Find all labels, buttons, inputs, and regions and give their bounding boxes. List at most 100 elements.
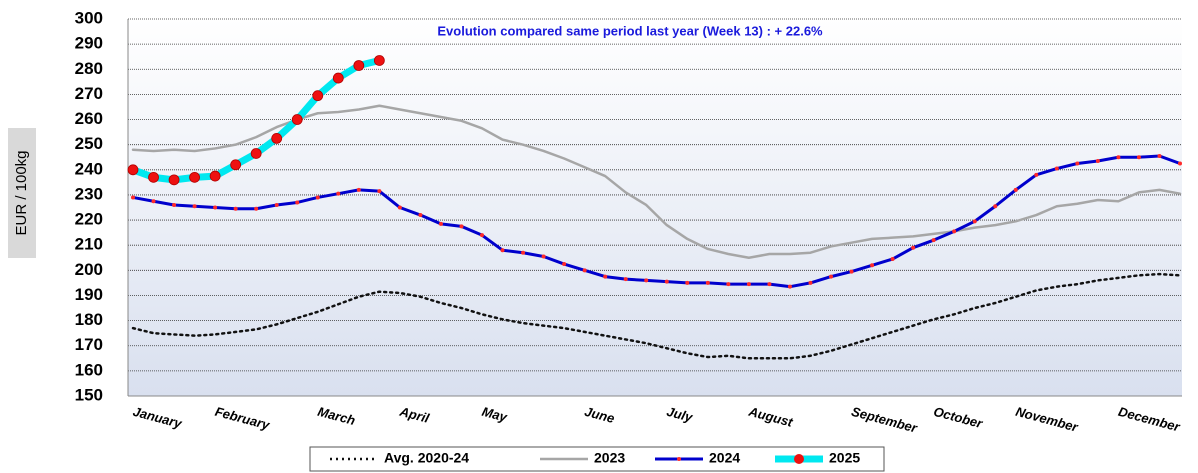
y-tick-label: 300 xyxy=(75,8,103,27)
y-tick-label: 160 xyxy=(75,360,103,379)
marker xyxy=(972,219,977,224)
marker xyxy=(131,195,135,200)
y-tick-label: 240 xyxy=(75,159,103,178)
series-line xyxy=(131,104,1182,260)
marker xyxy=(726,282,731,287)
y-tick-label: 270 xyxy=(75,84,103,103)
marker xyxy=(189,171,200,183)
marker xyxy=(271,132,283,144)
marker xyxy=(356,187,361,192)
legend-marker xyxy=(794,454,804,464)
marker xyxy=(254,206,259,211)
legend-label: 2023 xyxy=(594,450,625,466)
marker xyxy=(1075,161,1080,166)
marker xyxy=(459,224,464,229)
y-tick-label: 190 xyxy=(75,285,103,304)
x-tick-label: September xyxy=(850,404,920,436)
legend-marker xyxy=(677,457,681,461)
annotation: Evolution compared same period last year… xyxy=(437,23,823,38)
marker xyxy=(685,280,690,285)
marker xyxy=(151,199,156,204)
marker xyxy=(250,148,262,159)
marker xyxy=(480,233,484,238)
marker xyxy=(1116,155,1121,160)
marker xyxy=(295,200,300,205)
marker xyxy=(562,262,567,267)
y-tick-label: 260 xyxy=(75,109,103,128)
marker xyxy=(1054,166,1059,171)
marker xyxy=(664,279,669,284)
marker xyxy=(336,191,341,196)
x-tick-label: April xyxy=(397,403,431,426)
marker xyxy=(332,72,344,84)
x-tick-label: February xyxy=(213,404,271,433)
marker xyxy=(230,159,242,171)
marker xyxy=(192,204,197,209)
marker xyxy=(993,204,998,209)
marker xyxy=(397,205,402,210)
marker xyxy=(746,282,751,287)
marker xyxy=(274,202,279,207)
marker xyxy=(705,280,710,285)
marker xyxy=(808,280,813,285)
marker xyxy=(209,170,221,182)
x-tick-label: June xyxy=(583,404,616,426)
marker xyxy=(541,254,546,259)
x-tick-label: December xyxy=(1117,404,1183,435)
marker xyxy=(500,248,505,253)
y-axis-label: EUR / 100kg xyxy=(13,150,30,235)
marker xyxy=(127,164,139,176)
marker xyxy=(1178,161,1182,166)
y-tick-label: 220 xyxy=(75,210,103,229)
plot-area xyxy=(128,19,1182,396)
y-tick-label: 280 xyxy=(75,59,103,78)
marker xyxy=(952,229,957,234)
marker xyxy=(623,277,628,282)
y-tick-label: 170 xyxy=(75,335,103,354)
x-tick-label: January xyxy=(131,404,184,432)
marker xyxy=(787,284,792,289)
marker xyxy=(829,274,833,279)
y-tick-label: 230 xyxy=(75,184,103,203)
legend-label: 2025 xyxy=(829,450,860,466)
marker xyxy=(315,195,320,200)
y-tick-label: 210 xyxy=(75,235,103,254)
marker xyxy=(767,282,772,287)
marker xyxy=(1157,153,1162,158)
marker xyxy=(582,268,587,273)
marker xyxy=(172,202,177,207)
x-tick-label: November xyxy=(1014,404,1080,435)
marker xyxy=(644,278,649,283)
marker xyxy=(1034,172,1039,177)
marker xyxy=(931,238,936,243)
x-tick-label: October xyxy=(932,404,985,432)
marker xyxy=(373,55,385,66)
marker xyxy=(1013,187,1018,192)
marker xyxy=(1095,159,1100,164)
marker xyxy=(213,205,218,210)
marker xyxy=(849,269,854,274)
marker xyxy=(233,206,238,211)
x-tick-label: August xyxy=(746,403,795,430)
marker xyxy=(870,263,875,268)
marker xyxy=(377,189,382,194)
x-tick-label: May xyxy=(480,404,509,425)
marker xyxy=(312,90,324,102)
series-line xyxy=(131,272,1182,360)
marker xyxy=(521,250,526,255)
marker xyxy=(148,171,159,183)
y-tick-label: 290 xyxy=(75,34,103,53)
marker xyxy=(1136,155,1141,160)
marker xyxy=(418,213,423,218)
series-line xyxy=(131,154,1182,289)
x-tick-label: July xyxy=(665,404,695,425)
marker xyxy=(353,60,365,71)
marker xyxy=(911,245,916,250)
y-tick-label: 250 xyxy=(75,134,103,153)
legend-label: 2024 xyxy=(709,450,740,466)
legend-label: Avg. 2020-24 xyxy=(384,450,469,466)
y-tick-label: 200 xyxy=(75,260,103,279)
marker xyxy=(168,174,180,186)
marker xyxy=(603,274,608,279)
